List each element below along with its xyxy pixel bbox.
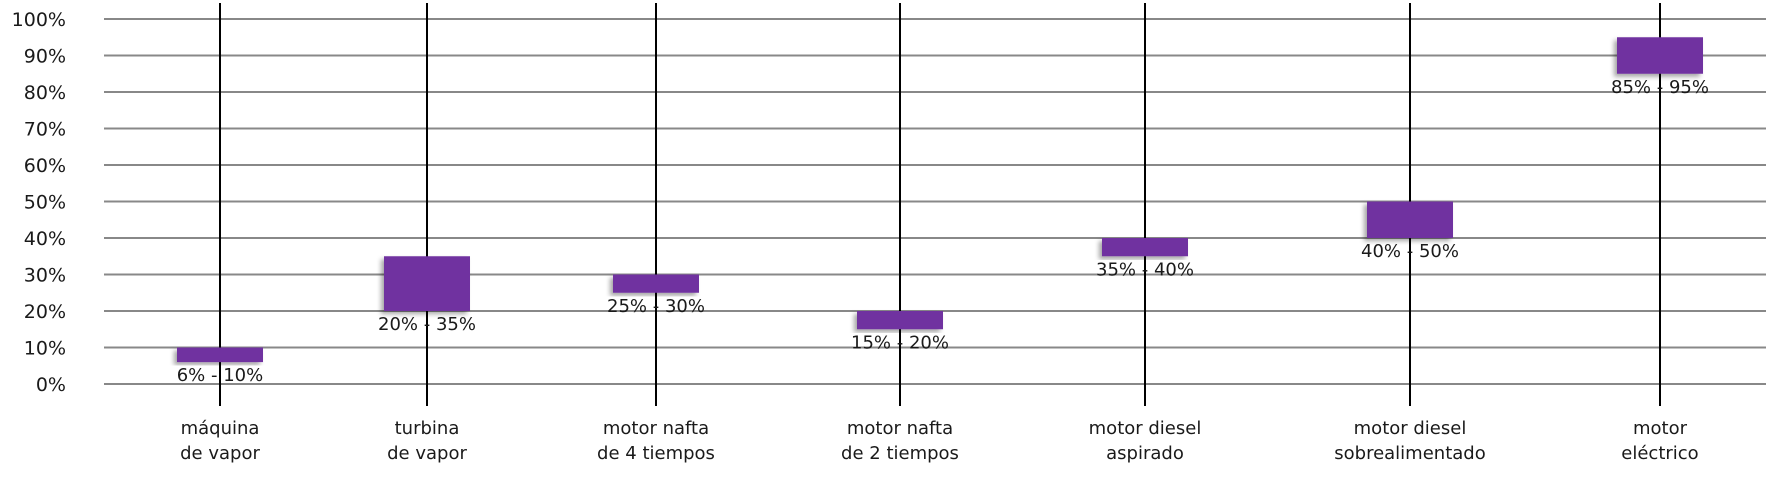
data-label: 40% - 50%: [1361, 241, 1459, 262]
data-label: 6% - 10%: [177, 365, 264, 386]
data-label: 20% - 35%: [378, 314, 476, 335]
category-label: de 2 tiempos: [841, 443, 959, 464]
y-tick-label: 90%: [24, 46, 66, 68]
category-label: eléctrico: [1621, 443, 1698, 464]
y-tick-label: 60%: [24, 155, 66, 177]
range-bar: [1367, 201, 1453, 238]
range-bar: [1617, 37, 1703, 74]
category-label: turbina: [395, 418, 460, 439]
category-label: máquina: [181, 418, 260, 439]
category-label: de 4 tiempos: [597, 443, 715, 464]
y-tick-label: 70%: [24, 119, 66, 141]
data-label: 25% - 30%: [607, 296, 705, 317]
y-tick-label: 80%: [24, 82, 66, 104]
category-label: de vapor: [180, 443, 260, 464]
data-label: 15% - 20%: [851, 332, 949, 353]
y-tick-label: 40%: [24, 228, 66, 250]
category-label: de vapor: [387, 443, 467, 464]
category-label: motor nafta: [847, 418, 953, 439]
data-label: 85% - 95%: [1611, 77, 1709, 98]
y-tick-label: 10%: [24, 338, 66, 360]
category-label: aspirado: [1106, 443, 1184, 464]
category-label: motor diesel: [1089, 418, 1202, 439]
category-label: motor: [1633, 418, 1688, 439]
y-tick-label: 20%: [24, 301, 66, 323]
category-label: motor nafta: [603, 418, 709, 439]
range-bar: [177, 347, 263, 363]
range-bar: [384, 256, 470, 311]
data-label: 35% - 40%: [1096, 259, 1194, 280]
y-tick-label: 30%: [24, 265, 66, 287]
y-tick-label: 50%: [24, 192, 66, 214]
y-tick-label: 0%: [36, 374, 66, 396]
range-bar: [857, 311, 943, 330]
category-label: sobrealimentado: [1334, 443, 1485, 464]
category-label: motor diesel: [1354, 418, 1467, 439]
y-tick-label: 100%: [12, 9, 66, 31]
range-bar: [613, 274, 699, 293]
range-bar: [1102, 238, 1188, 257]
